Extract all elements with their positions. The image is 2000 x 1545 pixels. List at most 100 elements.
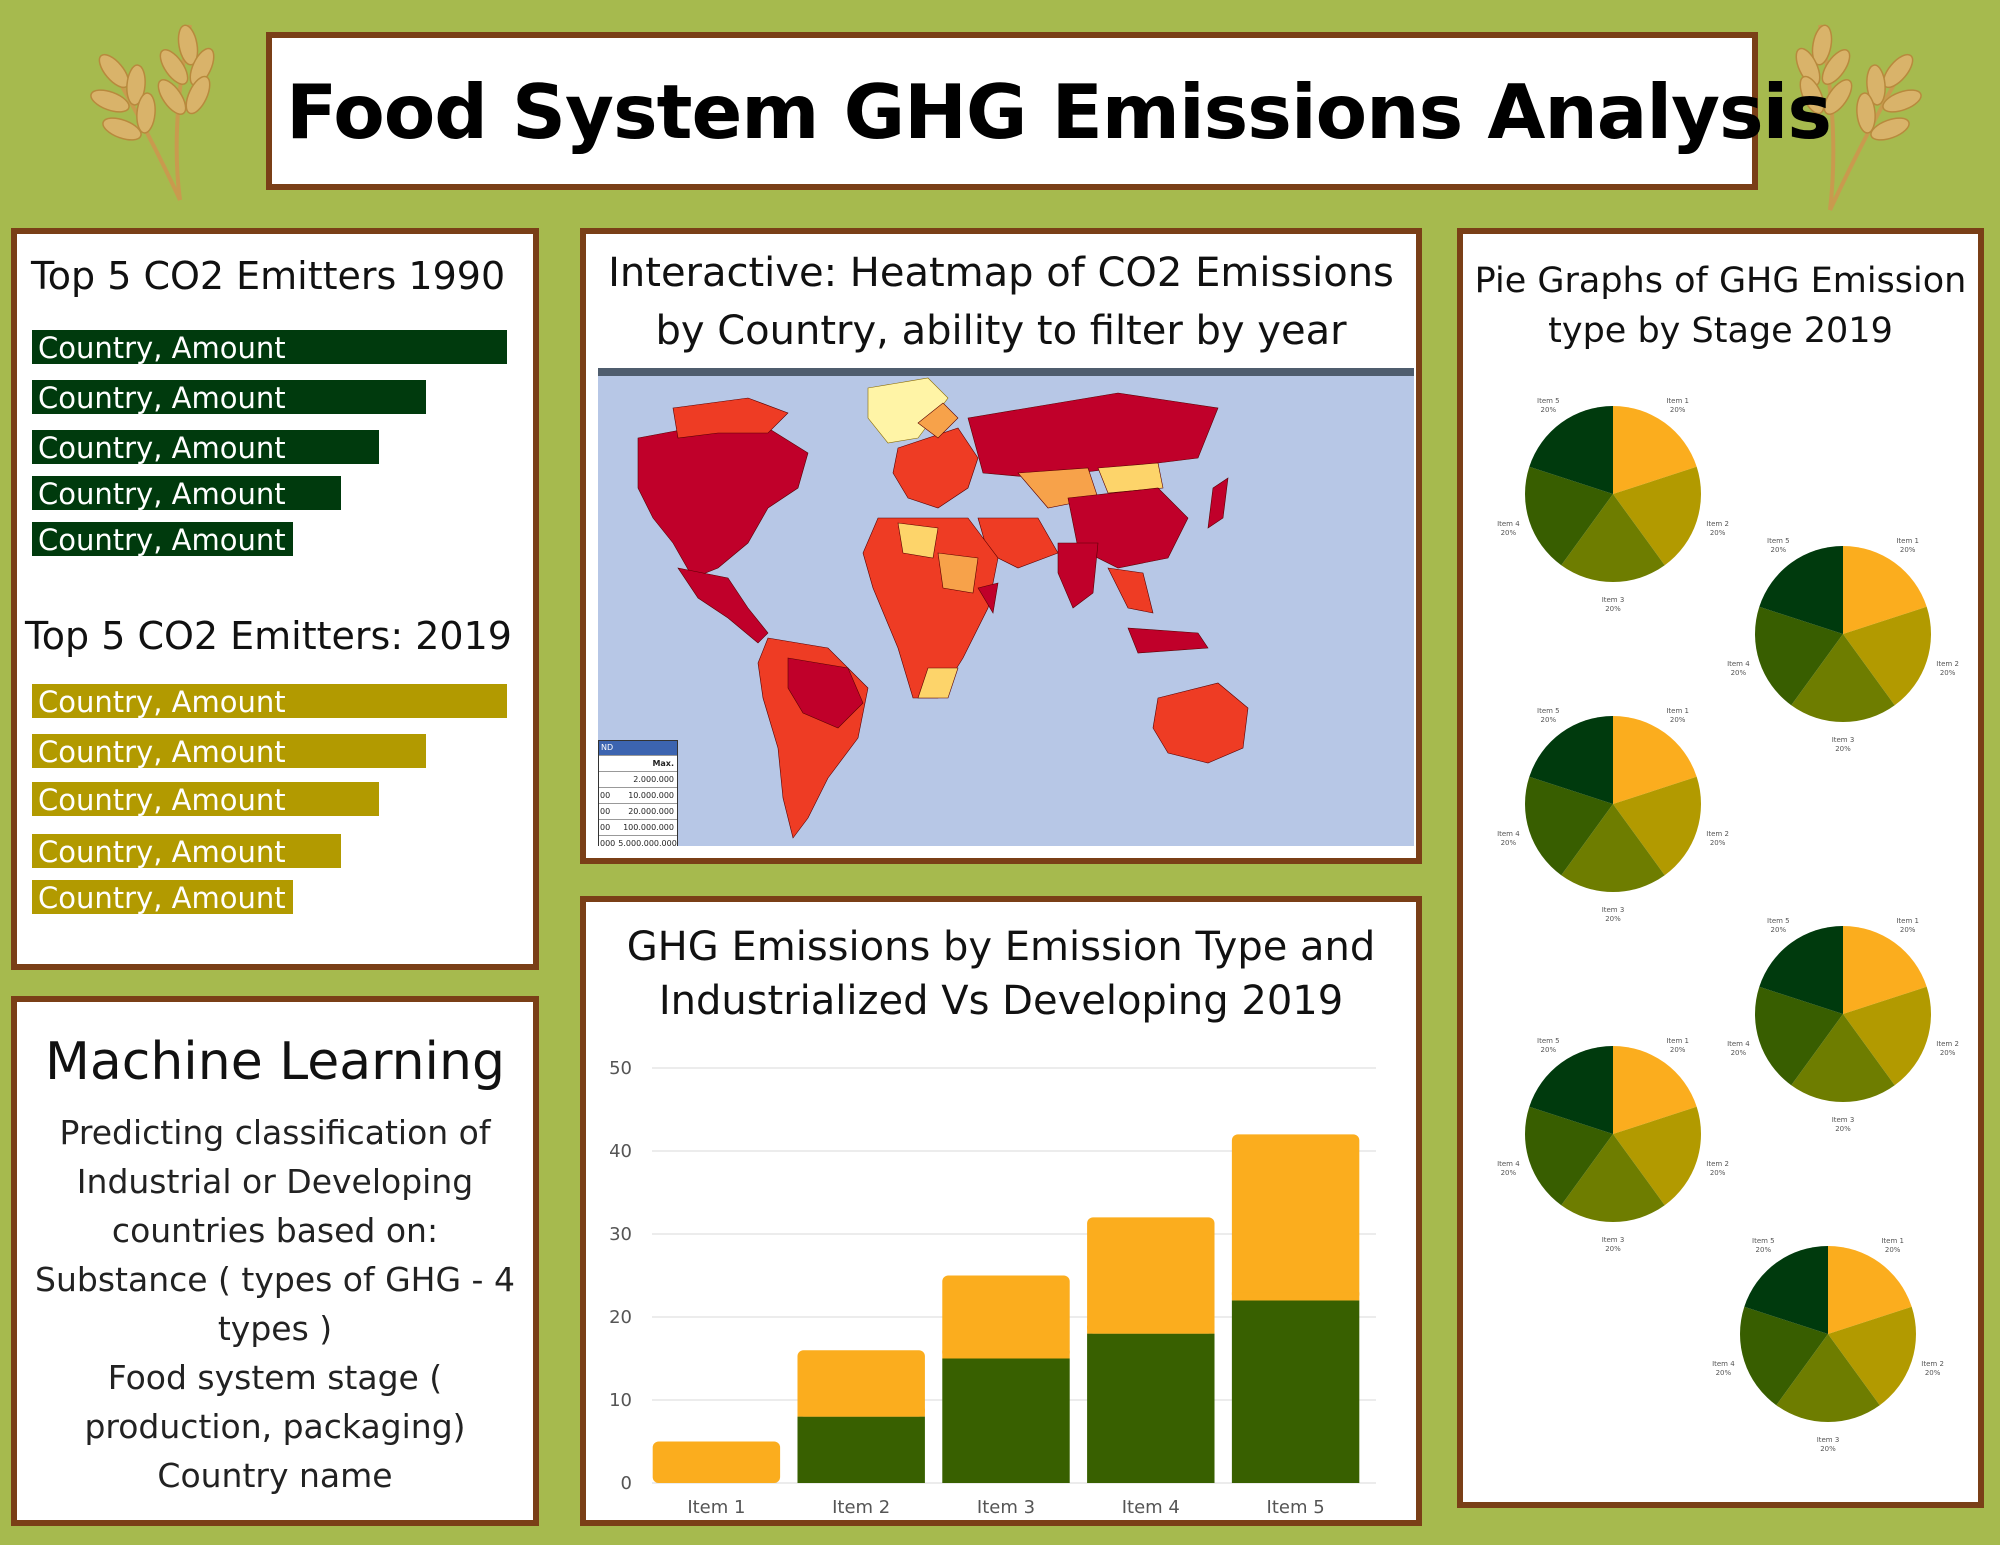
wheat-right-icon — [1795, 24, 1922, 211]
pie-label: Item 1 — [1666, 1037, 1689, 1045]
bar-chart-title: GHG Emissions by Emission Type and Indus… — [586, 920, 1416, 1028]
pie-slice-item-5 — [1744, 1246, 1828, 1334]
pie-percent: 20% — [1670, 1046, 1686, 1054]
pie-percent: 20% — [1940, 669, 1956, 677]
stacked-bar-chart: 0 10 20 30 40 50 Item 1 Item 2 Item 3 Item 4 Item … — [609, 1058, 1376, 1518]
pie-percent: 20% — [1925, 1369, 1941, 1377]
pie-panel-title: Pie Graphs of GHG Emission type by Stage… — [1463, 256, 1978, 356]
pie-percent: 20% — [1731, 1049, 1747, 1057]
pie-slice-item-1 — [1613, 406, 1697, 494]
bar-item-5-series-2 — [1231, 1134, 1360, 1301]
legend-max: 5.000.000.000 — [618, 839, 677, 846]
pie-slice-item-1 — [1613, 716, 1697, 804]
bar-chart-title-line2: Industrialized Vs Developing 2019 — [658, 978, 1344, 1024]
ml-line-6: Food system stage ( — [107, 1358, 443, 1397]
ml-description: Predicting classification of Industrial o… — [17, 1108, 533, 1500]
pie-label: Item 4 — [1727, 660, 1750, 668]
bar-item-4-series-1 — [1087, 1333, 1215, 1483]
pie-percent: 20% — [1900, 926, 1916, 934]
bar-segment-edge — [797, 1408, 925, 1417]
pie-percent: 20% — [1835, 1125, 1851, 1133]
pie-percent: 20% — [1605, 605, 1621, 613]
pie-percent: 20% — [1501, 529, 1517, 537]
pie-slice-item-4 — [1525, 776, 1613, 876]
emitter-2019-bar-1: Country, Amount — [32, 684, 507, 718]
bar-item-3-series-2 — [942, 1275, 1070, 1359]
pie-label: Item 2 — [1706, 1160, 1729, 1168]
heatmap-panel: Interactive: Heatmap of CO2 Emissions by… — [580, 228, 1422, 864]
pie-percent: 20% — [1670, 406, 1686, 414]
pie-percent: 20% — [1716, 1369, 1732, 1377]
world-heatmap[interactable]: ND Max. 2.000.000 00 10.000.000 00 20.000.00… — [598, 368, 1414, 846]
pie-chart-2: Item 120%Item 220%Item 320%Item 420%Item… — [1727, 537, 1959, 753]
pie-slice-item-5 — [1529, 406, 1613, 494]
bar-segment-edge — [1087, 1325, 1215, 1334]
bar-item-2-series-2 — [797, 1350, 925, 1417]
bar-item-1-series-2 — [652, 1441, 781, 1483]
pie-percent: 20% — [1731, 669, 1747, 677]
pie-percent: 20% — [1501, 1169, 1517, 1177]
pie-percent: 20% — [1710, 529, 1726, 537]
ml-line-7: production, packaging) — [84, 1407, 466, 1446]
pie-slice-item-4 — [1525, 1106, 1613, 1206]
pie-percent: 20% — [1541, 1046, 1557, 1054]
pie-slice-item-2 — [1828, 1306, 1916, 1406]
pie-label: Item 4 — [1497, 520, 1520, 528]
bar-segment-edge — [1231, 1292, 1360, 1301]
pie-slice-item-4 — [1755, 986, 1843, 1086]
pie-percent: 20% — [1605, 915, 1621, 923]
pie-label: Item 3 — [1832, 736, 1855, 744]
pie-label: Item 4 — [1727, 1040, 1750, 1048]
x-tick-label: Item 2 — [832, 1497, 890, 1518]
pie-percent: 20% — [1541, 716, 1557, 724]
pie-slice-item-3 — [1561, 494, 1665, 582]
pie-percent: 20% — [1541, 406, 1557, 414]
pie-chart-5: Item 120%Item 220%Item 320%Item 420%Item… — [1497, 1037, 1729, 1253]
y-tick-label: 10 — [609, 1390, 632, 1411]
pie-label: Item 3 — [1602, 1236, 1625, 1244]
pie-label: Item 3 — [1832, 1116, 1855, 1124]
pie-percent: 20% — [1835, 745, 1851, 753]
heading-1990: Top 5 CO2 Emitters 1990 — [31, 254, 506, 298]
pie-percent: 20% — [1940, 1049, 1956, 1057]
pie-label: Item 1 — [1896, 917, 1919, 925]
legend-header: ND — [599, 741, 677, 755]
legend-min: 00 — [600, 823, 611, 832]
pie-percent: 20% — [1605, 1245, 1621, 1253]
pie-panel-title-line1: Pie Graphs of GHG Emission — [1474, 261, 1967, 301]
heatmap-title-line2: by Country, ability to filter by year — [655, 308, 1347, 354]
pie-label: Item 1 — [1896, 537, 1919, 545]
legend-row-4: 00 100.000.000 — [599, 819, 677, 835]
pie-slice-item-2 — [1613, 1106, 1701, 1206]
heatmap-title: Interactive: Heatmap of CO2 Emissions by… — [586, 244, 1416, 360]
emitter-1990-bar-1: Country, Amount — [32, 330, 507, 364]
emitter-2019-bar-5: Country, Amount — [32, 880, 293, 914]
pie-slice-item-5 — [1529, 1046, 1613, 1134]
x-tick-label: Item 4 — [1122, 1497, 1180, 1518]
emitter-1990-bar-4: Country, Amount — [32, 476, 341, 510]
pie-label: Item 2 — [1936, 660, 1959, 668]
legend-min: 00 — [600, 807, 611, 816]
pie-label: Item 5 — [1537, 397, 1560, 405]
y-tick-label: 20 — [609, 1307, 632, 1328]
world-map-graphic — [637, 377, 1249, 839]
pie-slice-item-3 — [1561, 804, 1665, 892]
heading-2019: Top 5 CO2 Emitters: 2019 — [25, 614, 512, 658]
pie-percent: 20% — [1771, 926, 1787, 934]
bar-chart-panel: GHG Emissions by Emission Type and Indus… — [580, 896, 1422, 1526]
pie-slice-item-4 — [1740, 1306, 1828, 1406]
pie-panel-title-line2: type by Stage 2019 — [1548, 311, 1893, 351]
pie-label: Item 2 — [1936, 1040, 1959, 1048]
pie-percent: 20% — [1670, 716, 1686, 724]
ml-title: Machine Learning — [45, 1032, 505, 1092]
x-tick-label: Item 1 — [687, 1497, 745, 1518]
heatmap-title-line1: Interactive: Heatmap of CO2 Emissions — [608, 250, 1394, 296]
legend-min: 000 — [600, 839, 616, 846]
legend-row-2: 00 10.000.000 — [599, 787, 677, 803]
wheat-left-icon — [90, 24, 215, 201]
legend-max: 2.000.000 — [633, 775, 674, 784]
legend-max: 10.000.000 — [628, 791, 674, 800]
pie-label: Item 5 — [1537, 707, 1560, 715]
y-tick-label: 0 — [621, 1473, 632, 1494]
bar-item-4-series-2 — [1087, 1217, 1215, 1334]
